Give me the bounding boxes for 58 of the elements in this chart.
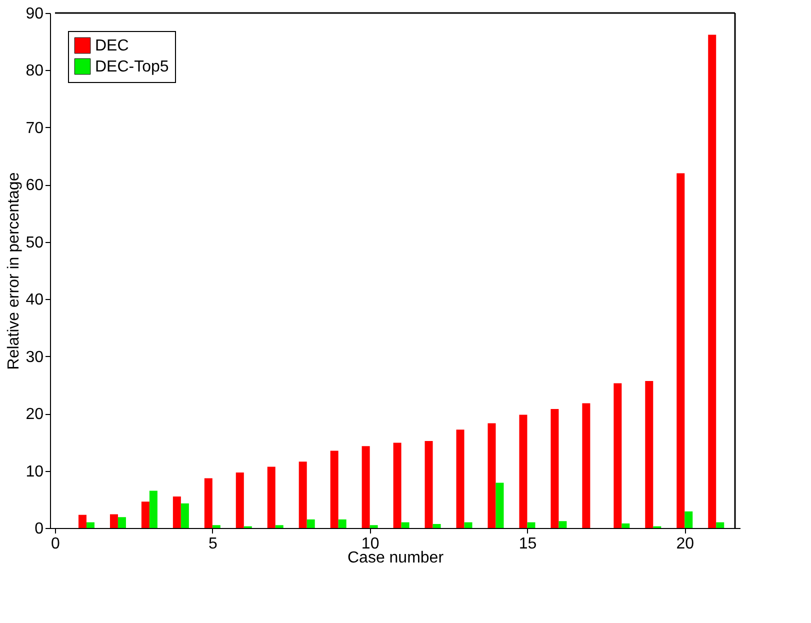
bar: [424, 441, 433, 528]
bar: [180, 503, 189, 528]
legend-label: DEC-Top5: [95, 58, 169, 76]
bar: [298, 462, 307, 528]
y-tick-label: 20: [26, 406, 44, 424]
bar: [684, 511, 693, 528]
y-tick-label: 60: [26, 177, 44, 194]
x-tick-label: 10: [361, 536, 380, 552]
bar: [212, 525, 220, 528]
bar: [550, 408, 559, 528]
x-tick-label: 15: [518, 536, 537, 552]
bar: [456, 430, 464, 528]
bar: [267, 466, 276, 528]
y-tick-label: 50: [26, 234, 44, 252]
bar: [676, 173, 685, 528]
legend-label: DEC: [95, 38, 129, 54]
bar: [306, 519, 315, 528]
bar: [716, 522, 724, 528]
y-tick-label: 40: [26, 292, 44, 309]
bar: [149, 490, 158, 528]
bar: [118, 517, 126, 528]
bar: [708, 34, 716, 528]
bar: [432, 524, 441, 528]
bar: [141, 502, 150, 528]
bar: [370, 525, 378, 528]
x-axis-title: Case number: [347, 550, 444, 566]
bar: [488, 423, 496, 528]
bar: [622, 523, 630, 528]
bar: [582, 403, 590, 528]
bar: [275, 525, 284, 528]
bar: [338, 519, 346, 528]
bar: [236, 472, 244, 528]
bar: [78, 514, 86, 528]
x-tick-label: 20: [676, 536, 694, 552]
bar: [393, 442, 402, 528]
bar: [401, 522, 410, 528]
bar: [362, 446, 370, 528]
bar: [86, 522, 94, 528]
bar: [464, 522, 472, 528]
y-tick-label: 70: [26, 120, 44, 137]
bar: [645, 380, 654, 528]
y-tick-label: 30: [26, 348, 44, 366]
bar: [519, 414, 528, 528]
bar: [330, 450, 338, 528]
bar: [204, 478, 212, 528]
x-tick-label: 0: [51, 536, 60, 552]
y-tick-label: 10: [26, 463, 44, 480]
y-tick-label: 80: [26, 62, 44, 80]
bar: [558, 521, 567, 528]
bar: [614, 383, 622, 528]
bar: [172, 496, 181, 528]
y-tick-label: 0: [34, 520, 44, 538]
y-axis-title: Relative error in percentage: [6, 172, 23, 370]
bar: [527, 522, 536, 528]
x-tick-label: 5: [208, 536, 218, 552]
bar: [496, 482, 504, 528]
y-tick-label: 90: [26, 6, 44, 22]
bar: [110, 514, 118, 528]
